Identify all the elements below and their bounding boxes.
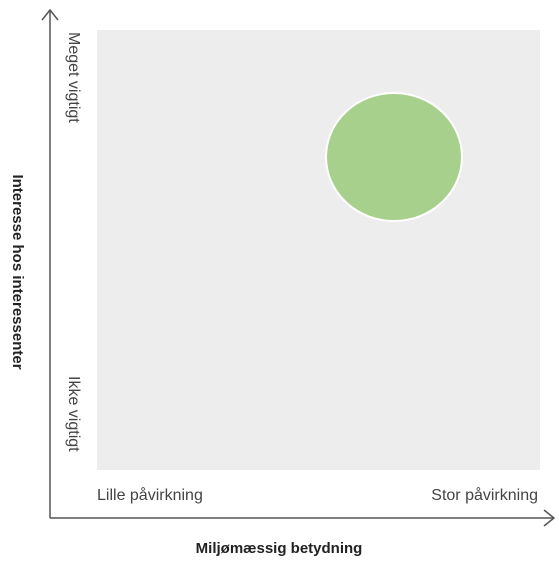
y-axis-title: Interesse hos interessenter [9, 174, 26, 369]
y-low-label: Ikke vigtigt [65, 376, 82, 452]
x-low-label: Lille påvirkning [97, 486, 203, 504]
y-axis-arrow [41, 8, 59, 21]
x-axis-title: Miljømæssig betydning [196, 540, 363, 557]
topic-bubble [325, 92, 463, 222]
x-axis-arrow [543, 509, 556, 527]
x-high-label: Stor påvirkning [431, 486, 538, 504]
matrix-area [97, 30, 540, 470]
y-high-label: Meget vigtigt [65, 32, 82, 123]
